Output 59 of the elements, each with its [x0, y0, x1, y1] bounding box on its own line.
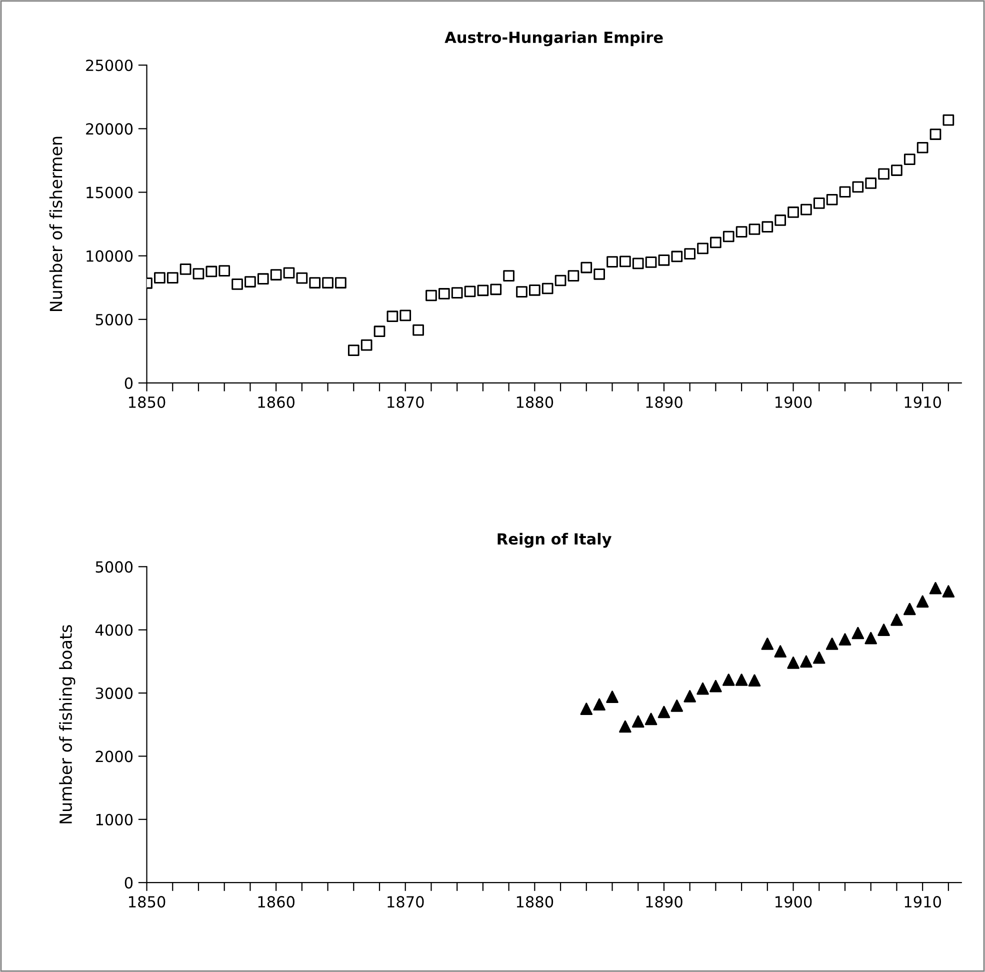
chart-title: Austro-Hungarian Empire — [444, 31, 663, 46]
point — [852, 626, 864, 640]
point — [878, 624, 890, 636]
y-axis-title: Number of fishing boats — [59, 625, 76, 824]
x-tick-label: 1910 — [904, 396, 941, 408]
y-tick-label: 25000 — [86, 60, 133, 72]
y-tick-label: 10000 — [86, 250, 133, 262]
x-tick-label: 1900 — [776, 396, 812, 408]
x-tick-label: 1880 — [516, 396, 554, 408]
point — [929, 582, 942, 594]
point — [644, 712, 658, 726]
y-tick-label: 20000 — [86, 123, 133, 135]
x-tick-label: 1900 — [776, 896, 812, 908]
point — [632, 715, 644, 728]
point — [916, 595, 929, 608]
point — [593, 698, 606, 711]
point — [812, 652, 826, 664]
y-tick-label: 15000 — [86, 186, 133, 198]
x-tick-label: 1890 — [646, 896, 682, 908]
point — [864, 632, 877, 644]
x-tick-label: 1850 — [129, 896, 166, 908]
x-tick-label: 1850 — [129, 396, 166, 408]
y-tick-label: 3000 — [96, 688, 133, 700]
point — [903, 602, 916, 616]
point — [942, 585, 955, 598]
point — [710, 680, 722, 692]
y-tick-label: 4000 — [95, 624, 133, 636]
point — [684, 690, 696, 702]
y-tick-label: 0 — [124, 377, 133, 389]
y-tick-label: 5000 — [96, 314, 133, 326]
point — [735, 674, 748, 686]
y-tick-label: 0 — [124, 877, 133, 889]
point — [890, 614, 903, 626]
point — [800, 655, 812, 668]
point — [838, 633, 852, 646]
y-tick-label: 2000 — [96, 750, 133, 762]
x-tick-label: 1880 — [516, 896, 554, 908]
point — [580, 702, 593, 715]
x-tick-label: 1910 — [904, 896, 941, 908]
x-tick-label: 1860 — [258, 396, 294, 408]
point — [761, 638, 774, 650]
chart-title: Reign of Italy — [498, 532, 612, 548]
point — [722, 674, 735, 686]
x-tick-label: 1890 — [646, 396, 682, 408]
x-tick-label: 1870 — [388, 896, 424, 908]
y-tick-label: 5000 — [96, 561, 133, 573]
point — [619, 720, 632, 733]
point — [774, 645, 786, 658]
point — [606, 690, 618, 703]
point — [670, 700, 684, 712]
y-tick-label: 1000 — [96, 814, 133, 826]
point — [787, 656, 800, 669]
y-axis-title: Number of fishermen — [49, 136, 62, 312]
point — [658, 706, 670, 718]
point — [826, 638, 838, 650]
point — [696, 682, 709, 695]
x-tick-label: 1860 — [258, 896, 294, 908]
point — [748, 674, 761, 687]
x-tick-label: 1870 — [388, 396, 424, 408]
